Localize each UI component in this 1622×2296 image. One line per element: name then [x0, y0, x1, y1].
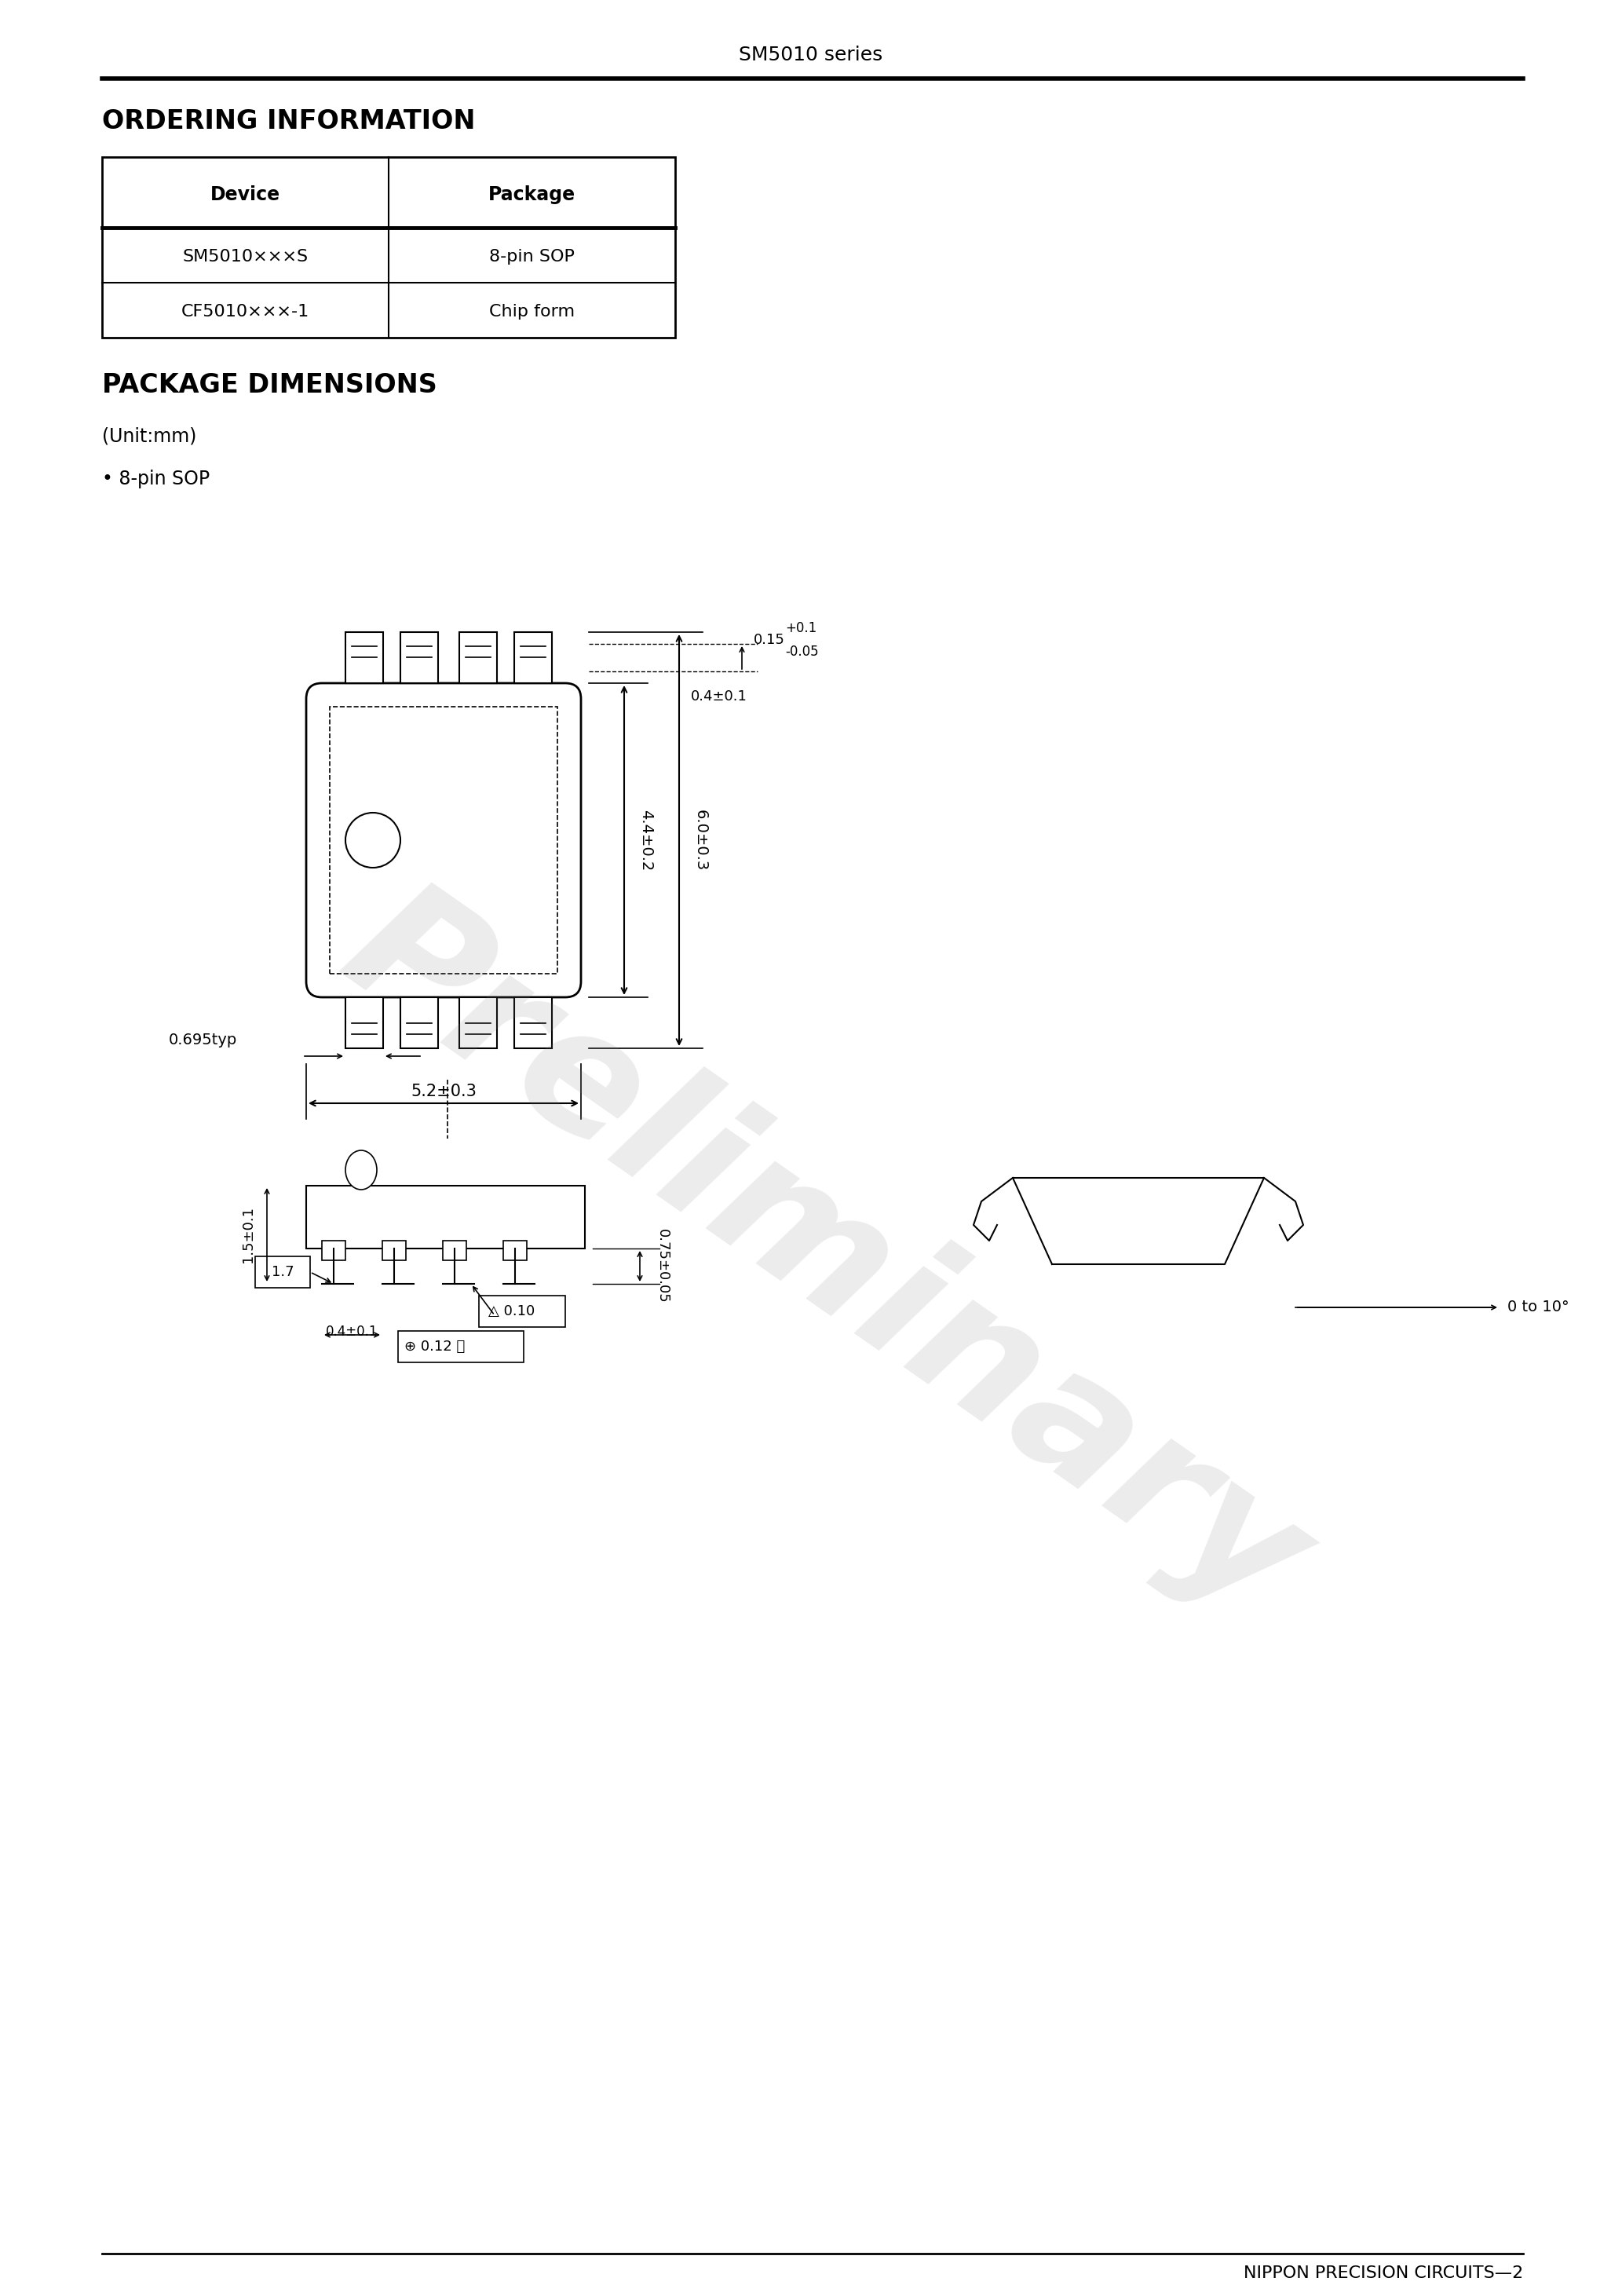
Text: ORDERING INFORMATION: ORDERING INFORMATION	[102, 108, 475, 135]
Text: 0.75±0.05: 0.75±0.05	[655, 1228, 670, 1304]
Bar	[401, 631, 438, 684]
Text: SM5010 series: SM5010 series	[740, 46, 882, 64]
Text: 8-pin SOP: 8-pin SOP	[490, 248, 574, 264]
Text: 0.15: 0.15	[754, 634, 785, 647]
Bar	[459, 631, 496, 684]
Text: 5.2±0.3: 5.2±0.3	[410, 1084, 477, 1100]
Bar	[397, 1332, 524, 1362]
Bar	[459, 996, 496, 1049]
Text: ⊕ 0.12 Ⓜ: ⊕ 0.12 Ⓜ	[404, 1339, 466, 1355]
Text: 0 to 10°: 0 to 10°	[1507, 1300, 1568, 1316]
Bar	[383, 1240, 406, 1261]
Bar	[345, 631, 383, 684]
Text: -0.05: -0.05	[785, 645, 819, 659]
Text: 0.4±0.1: 0.4±0.1	[691, 689, 748, 703]
Text: 4.4±0.2: 4.4±0.2	[639, 810, 654, 870]
Text: 1.5±0.1: 1.5±0.1	[242, 1205, 255, 1263]
Bar	[321, 1240, 345, 1261]
Text: 1.7: 1.7	[271, 1265, 294, 1279]
Bar	[478, 1295, 564, 1327]
Text: 0.695typ: 0.695typ	[169, 1033, 237, 1047]
Text: Preliminary: Preliminary	[313, 863, 1337, 1651]
Text: 0.4±0.1: 0.4±0.1	[326, 1325, 378, 1339]
Bar	[503, 1240, 527, 1261]
Text: +0.1: +0.1	[785, 622, 817, 636]
Text: △ 0.10: △ 0.10	[488, 1304, 535, 1318]
Bar	[514, 996, 551, 1049]
Bar	[443, 1240, 467, 1261]
Bar	[345, 996, 383, 1049]
Text: SM5010×××S: SM5010×××S	[183, 248, 308, 264]
Bar	[307, 1185, 586, 1249]
Text: 6.0±0.3: 6.0±0.3	[693, 810, 709, 870]
Text: (Unit:mm): (Unit:mm)	[102, 427, 196, 445]
Text: Package: Package	[488, 186, 576, 204]
FancyBboxPatch shape	[307, 684, 581, 996]
Ellipse shape	[345, 1150, 376, 1189]
Text: • 8-pin SOP: • 8-pin SOP	[102, 471, 209, 489]
Text: Device: Device	[211, 186, 281, 204]
Text: CF5010×××-1: CF5010×××-1	[182, 303, 310, 319]
Bar	[401, 996, 438, 1049]
Text: PACKAGE DIMENSIONS: PACKAGE DIMENSIONS	[102, 372, 436, 397]
Bar	[329, 707, 558, 974]
Text: Chip form: Chip form	[490, 303, 574, 319]
Bar	[514, 631, 551, 684]
Bar	[255, 1256, 310, 1288]
Text: NIPPON PRECISION CIRCUITS—2: NIPPON PRECISION CIRCUITS—2	[1244, 2266, 1523, 2282]
Bar	[102, 156, 675, 338]
